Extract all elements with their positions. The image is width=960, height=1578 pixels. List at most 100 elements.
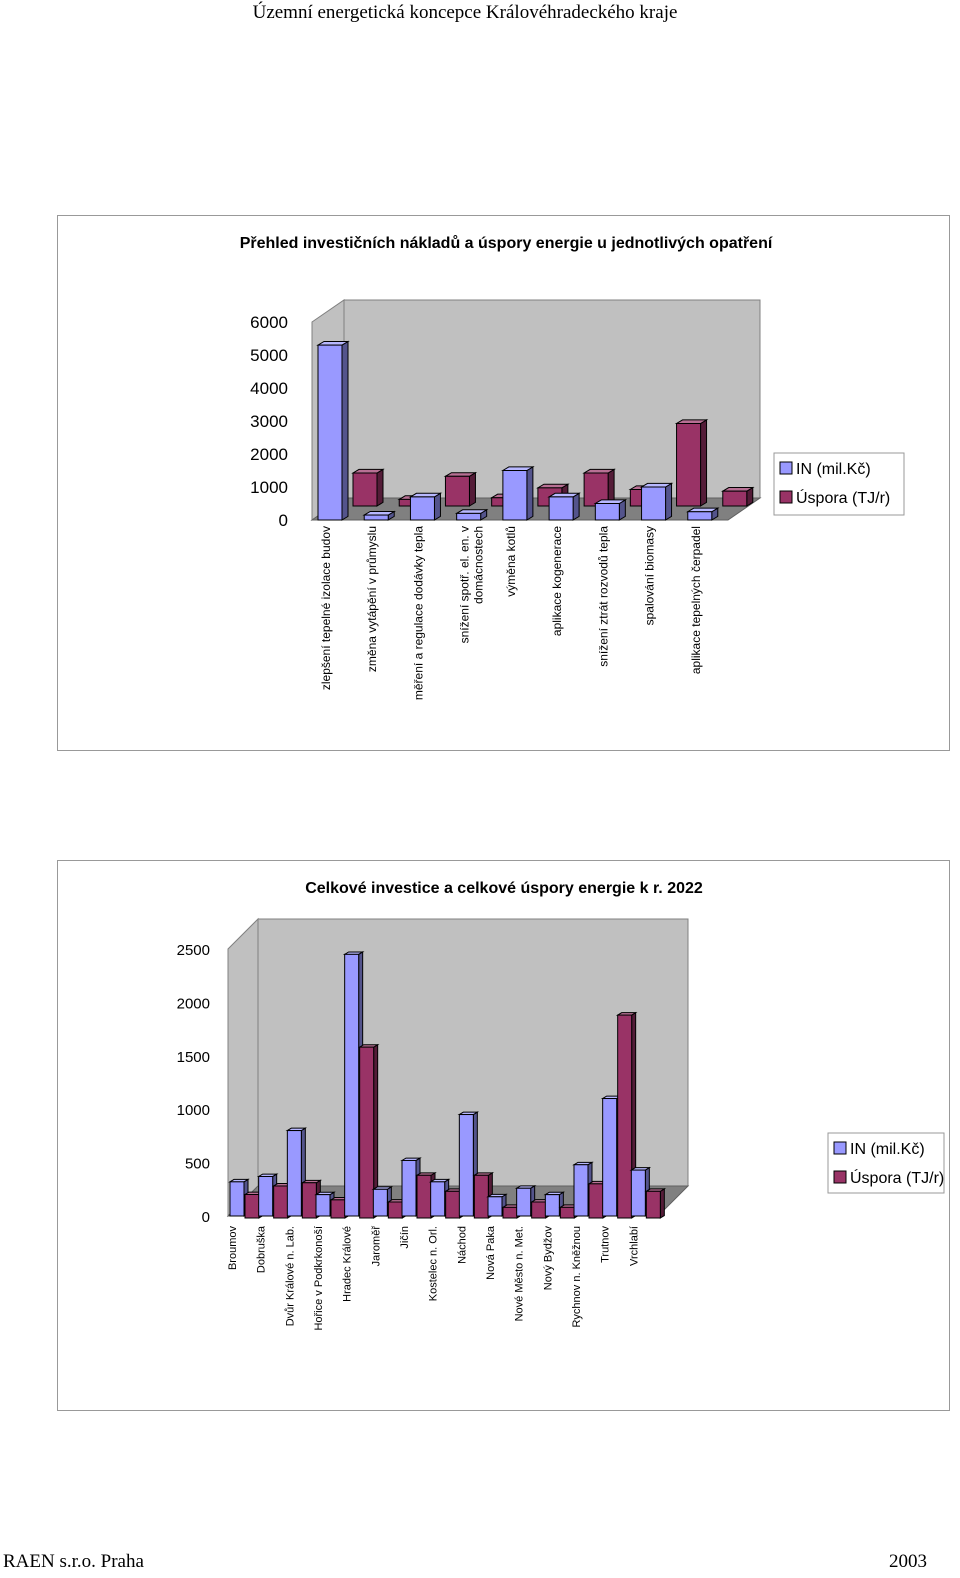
bar-investice-9 [487, 1196, 503, 1217]
chart-legend: IN (mil.Kč) Úspora (TJ/r) [827, 1132, 945, 1194]
bar-uspora-11 [559, 1206, 575, 1219]
chart-panel-measures: Přehled investičních nákladů a úspory en… [57, 215, 950, 751]
category-label: Trutnov [600, 1226, 612, 1263]
y-tick-label: 4000 [250, 379, 288, 398]
bar-investice-0 [317, 344, 343, 521]
category-label: Nový Bydžov [542, 1226, 554, 1291]
y-tick-label: 1000 [250, 478, 288, 497]
footer-company: RAEN s.r.o. Praha [3, 1551, 144, 1572]
category-label: Hradec Králové [342, 1226, 354, 1302]
y-tick-label: 5000 [250, 346, 288, 365]
bar-investice-10 [516, 1187, 532, 1217]
chart-legend: IN (mil.Kč) Úspora (TJ/r) [773, 452, 905, 516]
y-tick-label: 2000 [177, 995, 210, 1012]
category-label: Broumov [227, 1226, 239, 1271]
bar-investice-7 [430, 1181, 446, 1217]
legend-label: Úspora (TJ/r) [850, 1168, 944, 1187]
category-label: spalování biomasy [643, 526, 657, 625]
legend-swatch [833, 1141, 847, 1155]
category-label: Kostelec n. Orl. [428, 1226, 440, 1301]
bar-investice-0 [229, 1181, 245, 1217]
category-label: výměna kotlů [504, 526, 518, 597]
category-label: snížení spotř. el. en. vdomácnostech [458, 526, 486, 643]
bar-uspora-9 [502, 1206, 518, 1219]
chart-title: Celkové investice a celkové úspory energ… [305, 880, 703, 897]
category-label: Náchod [456, 1226, 468, 1264]
bar-uspora-2 [444, 475, 470, 507]
chart-title: Přehled investičních nákladů a úspory en… [240, 235, 773, 252]
category-label: snížení ztrát rozvodů tepla [596, 526, 610, 667]
bar-uspora-7 [676, 423, 702, 507]
y-tick-label: 6000 [250, 313, 288, 332]
bar-top [639, 482, 674, 488]
legend-label: Úspora (TJ/r) [796, 488, 890, 507]
bar-investice-8 [687, 511, 713, 521]
bar-side [468, 471, 476, 507]
category-label: měření a regulace dodávky tepla [411, 526, 425, 700]
bar-top [720, 487, 755, 492]
bar-uspora-14 [645, 1190, 661, 1219]
bar-top [536, 483, 570, 489]
bar-top [582, 468, 616, 474]
bar-investice-1 [258, 1175, 274, 1217]
bar-investice-1 [363, 514, 389, 521]
bar-investice-2 [409, 496, 435, 521]
category-label: změna vytápění v průmyslu [365, 526, 379, 672]
legend-box [827, 1132, 945, 1194]
bar-side [376, 468, 384, 507]
bar-uspora-12 [588, 1183, 604, 1219]
bar-uspora-1 [273, 1185, 289, 1219]
legend-swatch [779, 461, 793, 475]
bar-investice-3 [456, 512, 482, 521]
category-label: Nová Paka [485, 1225, 497, 1280]
bar-uspora-8 [722, 490, 748, 507]
y-tick-label: 1500 [177, 1049, 210, 1066]
bar-top [454, 509, 489, 514]
chart-measures-svg: Přehled investičních nákladů a úspory en… [240, 235, 905, 700]
bar-uspora-13 [617, 1014, 633, 1219]
category-label: Dvůr Králové n. Lab. [284, 1226, 296, 1326]
y-tick-label: 2000 [250, 445, 288, 464]
bar-investice-6 [594, 503, 620, 521]
category-label: zlepšení tepelné izolace budov [319, 526, 333, 690]
bar-side [341, 340, 349, 521]
bar-top [351, 468, 385, 474]
bar-uspora-3 [330, 1199, 346, 1219]
bar-investice-11 [544, 1194, 560, 1217]
category-label: Rychnov n. Kněžnou [571, 1226, 583, 1328]
chart-side-wall [227, 917, 259, 1218]
bar-side [433, 492, 441, 521]
bar-investice-7 [641, 486, 667, 521]
bar-investice-3 [315, 1194, 331, 1217]
footer-year: 2003 [889, 1551, 927, 1572]
bar-investice-5 [548, 496, 574, 521]
page-header: Územní energetická koncepce Královéhrade… [252, 2, 678, 23]
category-label: Nové Město n. Met. [514, 1226, 526, 1321]
bar-uspora-5 [387, 1201, 403, 1219]
bar-side [700, 419, 708, 507]
legend-swatch [833, 1170, 847, 1184]
bar-investice-6 [401, 1159, 417, 1217]
bar-investice-13 [602, 1098, 618, 1217]
y-tick-label: 0 [279, 511, 288, 530]
bar-uspora-4 [359, 1046, 375, 1219]
bar-investice-5 [372, 1188, 388, 1217]
category-label: Hořice v Podkrkonoší [313, 1226, 325, 1331]
bar-top [685, 507, 720, 513]
bar-top [547, 492, 581, 498]
y-tick-label: 0 [202, 1209, 210, 1226]
chart-panel-towns: Celkové investice a celkové úspory energ… [57, 860, 950, 1411]
bar-top [362, 510, 397, 516]
y-tick-label: 3000 [250, 412, 288, 431]
bar-side [526, 466, 534, 521]
bar-top [443, 472, 478, 477]
bar-investice-14 [630, 1169, 646, 1217]
y-tick-label: 2500 [177, 942, 210, 959]
category-label: aplikace kogenerace [550, 526, 564, 636]
category-label: Jičín [399, 1226, 411, 1249]
bar-investice-12 [573, 1164, 589, 1217]
bar-top [316, 341, 350, 346]
bar-investice-4 [502, 470, 528, 521]
bar-uspora-0 [244, 1194, 260, 1219]
category-label: Jaroměř [370, 1226, 382, 1267]
